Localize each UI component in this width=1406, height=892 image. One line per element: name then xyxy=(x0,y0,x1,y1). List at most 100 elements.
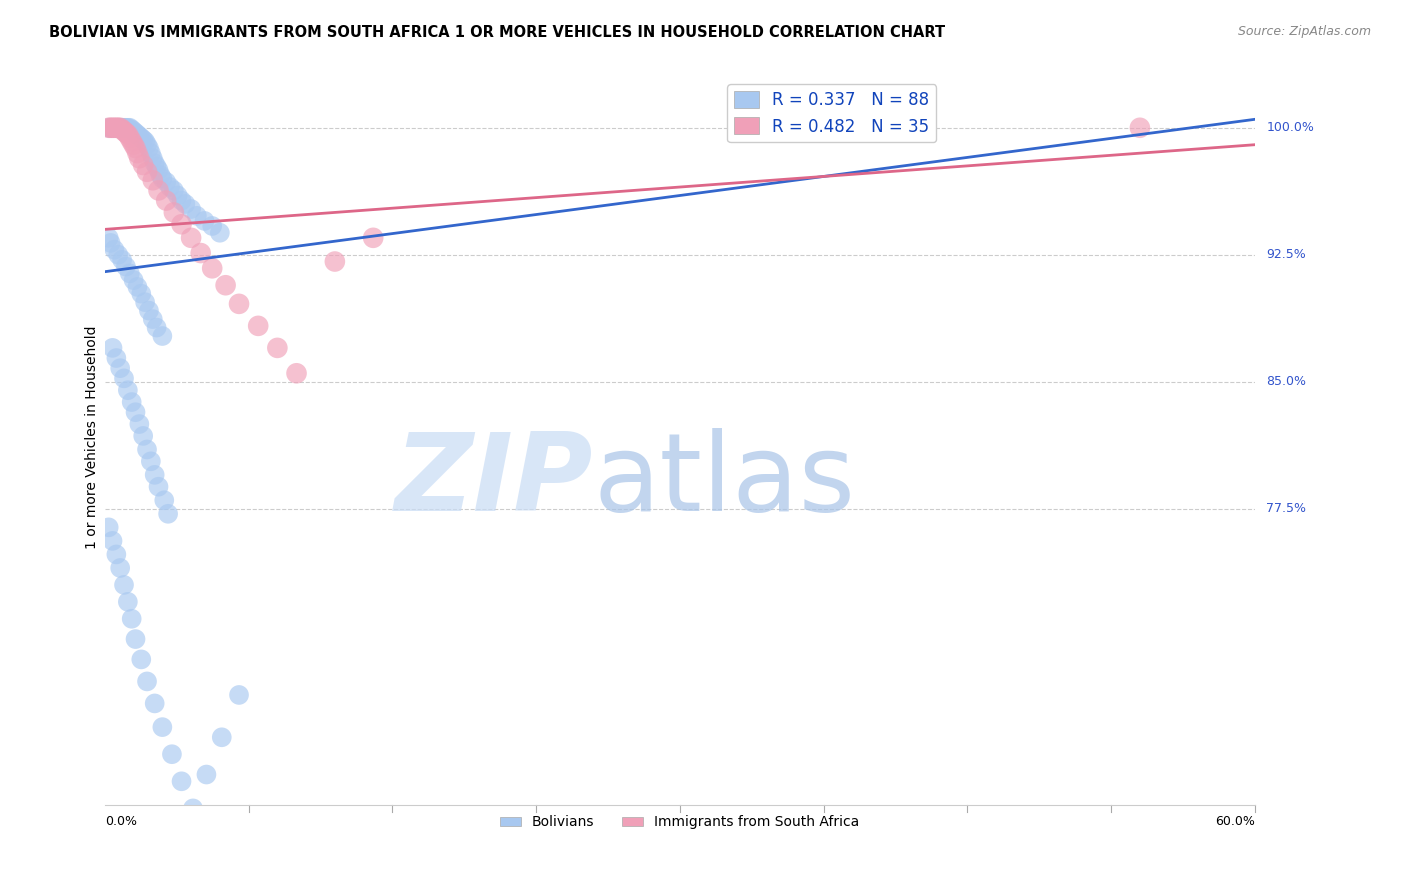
Point xyxy=(129,286,152,301)
Point xyxy=(127,280,149,294)
Point xyxy=(121,395,143,409)
Point xyxy=(122,124,145,138)
Point xyxy=(100,235,122,250)
Point xyxy=(145,160,167,174)
Point xyxy=(195,767,218,781)
Point xyxy=(129,131,152,145)
Point xyxy=(166,188,188,202)
Point xyxy=(157,507,180,521)
Point xyxy=(228,688,250,702)
Point xyxy=(211,731,233,745)
Point xyxy=(208,226,231,240)
Point xyxy=(124,632,146,646)
Point xyxy=(97,120,120,135)
Point xyxy=(201,219,224,233)
Point xyxy=(121,612,143,626)
Point xyxy=(101,341,124,355)
Point xyxy=(143,467,166,482)
Point xyxy=(118,131,141,145)
Point xyxy=(100,120,122,135)
Point xyxy=(160,747,183,762)
Point xyxy=(159,180,181,194)
Point xyxy=(101,120,124,135)
Point xyxy=(214,278,236,293)
Point xyxy=(117,383,139,397)
Point xyxy=(149,168,172,182)
Point xyxy=(190,246,212,260)
Point xyxy=(108,120,131,135)
Point xyxy=(128,129,150,144)
Point xyxy=(118,120,141,135)
Point xyxy=(142,312,165,326)
Point xyxy=(150,720,173,734)
Text: BOLIVIAN VS IMMIGRANTS FROM SOUTH AFRICA 1 OR MORE VEHICLES IN HOUSEHOLD CORRELA: BOLIVIAN VS IMMIGRANTS FROM SOUTH AFRICA… xyxy=(49,25,945,40)
Point xyxy=(323,254,346,268)
Point xyxy=(115,260,138,274)
Point xyxy=(170,194,193,208)
Legend: Bolivians, Immigrants from South Africa: Bolivians, Immigrants from South Africa xyxy=(495,810,865,835)
Point xyxy=(186,209,208,223)
Point xyxy=(108,561,131,575)
Point xyxy=(115,126,138,140)
Point xyxy=(115,120,138,135)
Point xyxy=(150,329,173,343)
Text: ZIP: ZIP xyxy=(395,428,593,534)
Point xyxy=(122,137,145,152)
Point xyxy=(103,120,125,135)
Point xyxy=(138,141,160,155)
Point xyxy=(111,252,134,267)
Point xyxy=(97,120,120,135)
Point xyxy=(100,120,122,135)
Point xyxy=(121,134,143,148)
Point xyxy=(127,128,149,142)
Point xyxy=(180,202,202,216)
Point xyxy=(139,454,162,468)
Point xyxy=(128,417,150,431)
Point xyxy=(127,146,149,161)
Point xyxy=(128,151,150,165)
Point xyxy=(103,120,125,135)
Point xyxy=(108,361,131,376)
Text: 77.5%: 77.5% xyxy=(1267,502,1306,516)
Point xyxy=(143,697,166,711)
Point xyxy=(136,165,159,179)
Point xyxy=(134,295,156,310)
Point xyxy=(148,480,170,494)
Text: 60.0%: 60.0% xyxy=(1215,815,1256,828)
Point xyxy=(174,197,197,211)
Point xyxy=(124,141,146,155)
Point xyxy=(150,171,173,186)
Point xyxy=(1129,120,1152,135)
Point xyxy=(155,175,177,189)
Point xyxy=(105,120,128,135)
Point xyxy=(105,351,128,365)
Point xyxy=(153,493,176,508)
Point xyxy=(101,120,124,135)
Point xyxy=(124,126,146,140)
Text: 92.5%: 92.5% xyxy=(1267,248,1306,261)
Point xyxy=(107,120,129,135)
Point xyxy=(97,520,120,534)
Point xyxy=(112,371,135,385)
Point xyxy=(101,533,124,548)
Point xyxy=(180,231,202,245)
Point xyxy=(181,801,204,815)
Point xyxy=(247,318,270,333)
Point xyxy=(107,120,129,135)
Point xyxy=(117,128,139,142)
Point xyxy=(136,137,159,152)
Point xyxy=(132,429,155,443)
Text: Source: ZipAtlas.com: Source: ZipAtlas.com xyxy=(1237,25,1371,38)
Point xyxy=(136,674,159,689)
Point xyxy=(201,261,224,276)
Point xyxy=(155,194,177,208)
Point xyxy=(193,214,215,228)
Point xyxy=(111,122,134,136)
Point xyxy=(266,341,288,355)
Point xyxy=(163,183,186,197)
Point xyxy=(170,774,193,789)
Text: 100.0%: 100.0% xyxy=(1267,121,1315,135)
Point xyxy=(361,231,384,245)
Point xyxy=(143,156,166,170)
Y-axis label: 1 or more Vehicles in Household: 1 or more Vehicles in Household xyxy=(86,325,100,549)
